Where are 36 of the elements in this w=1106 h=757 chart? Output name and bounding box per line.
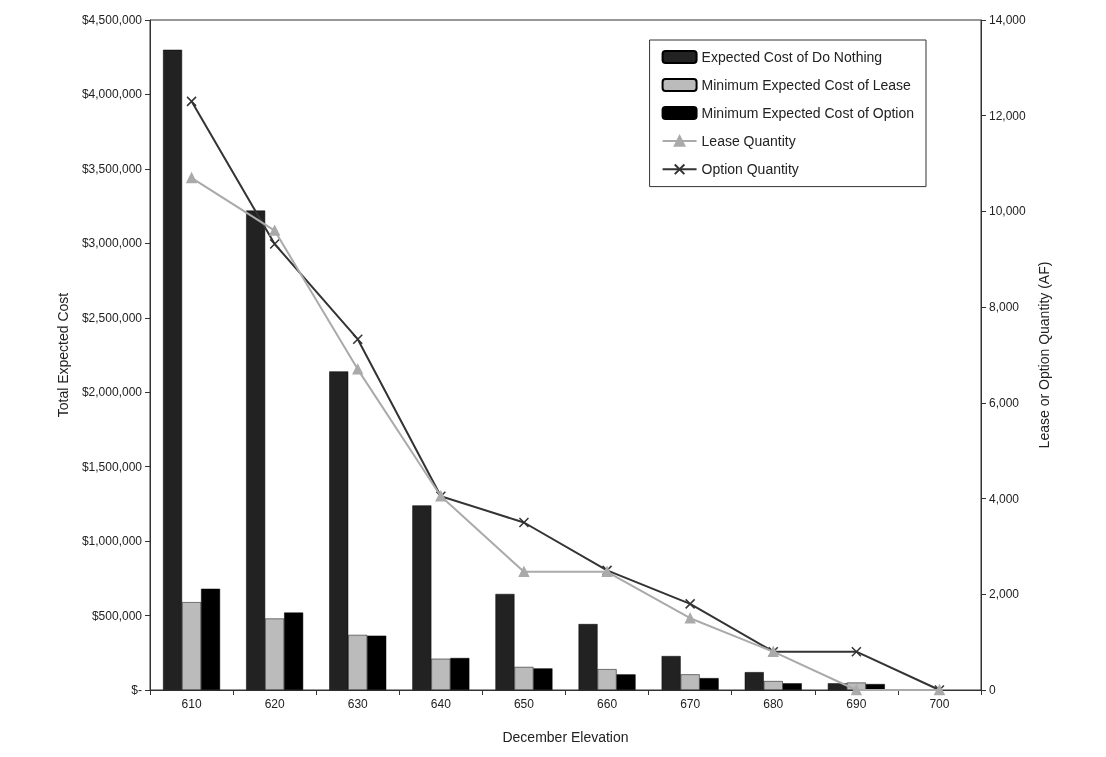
x-tick-label: 650 — [513, 697, 535, 711]
y-tick-label: $2,000,000 — [81, 385, 143, 400]
y-tick-label: $- — [131, 683, 142, 697]
y2-axis-title: Lease or Option Quantity (AF) — [1035, 261, 1052, 449]
legend-label: Minimum Expected Cost of Option — [701, 105, 914, 121]
x-tick-label: 610 — [181, 697, 202, 711]
x-tick-label: 680 — [763, 697, 784, 711]
x-tick-label: 640 — [430, 697, 452, 711]
x-tick-label: 690 — [846, 697, 867, 711]
y-tick-label: $4,000,000 — [81, 87, 143, 102]
y2-tick-label: 12,000 — [989, 108, 1027, 123]
y2-tick-label: 2,000 — [989, 587, 1020, 602]
y-tick-label: $500,000 — [91, 608, 143, 623]
x-axis-title: December Elevation — [502, 729, 629, 745]
x-tick-label: 630 — [347, 697, 369, 711]
y2-tick-label: 6,000 — [989, 395, 1020, 410]
legend-label: Option Quantity — [701, 161, 799, 178]
y-tick-label: $3,500,000 — [81, 161, 143, 176]
y2-tick-label: 14,000 — [989, 13, 1027, 27]
y-tick-label: $3,000,000 — [81, 236, 143, 251]
y-tick-label: $2,500,000 — [81, 310, 143, 325]
x-tick-label: 670 — [680, 697, 701, 711]
x-tick-label: 620 — [264, 697, 285, 711]
legend-label: Expected Cost of Do Nothing — [701, 49, 883, 65]
y-tick-label: $4,500,000 — [81, 13, 143, 27]
legend-label: Minimum Expected Cost of Lease — [701, 77, 912, 93]
y2-tick-label: 4,000 — [989, 491, 1020, 506]
y2-tick-label: 8,000 — [989, 300, 1020, 315]
legend-label: Lease Quantity — [701, 133, 796, 149]
y2-tick-label: 10,000 — [989, 204, 1027, 219]
y-tick-label: $1,500,000 — [81, 459, 143, 474]
y-tick-label: $1,000,000 — [81, 534, 143, 549]
x-tick-label: 660 — [597, 697, 618, 711]
x-tick-label: 700 — [929, 697, 950, 711]
y2-tick-label: 0 — [989, 683, 996, 697]
y-axis-title: Total Expected Cost — [55, 292, 71, 418]
